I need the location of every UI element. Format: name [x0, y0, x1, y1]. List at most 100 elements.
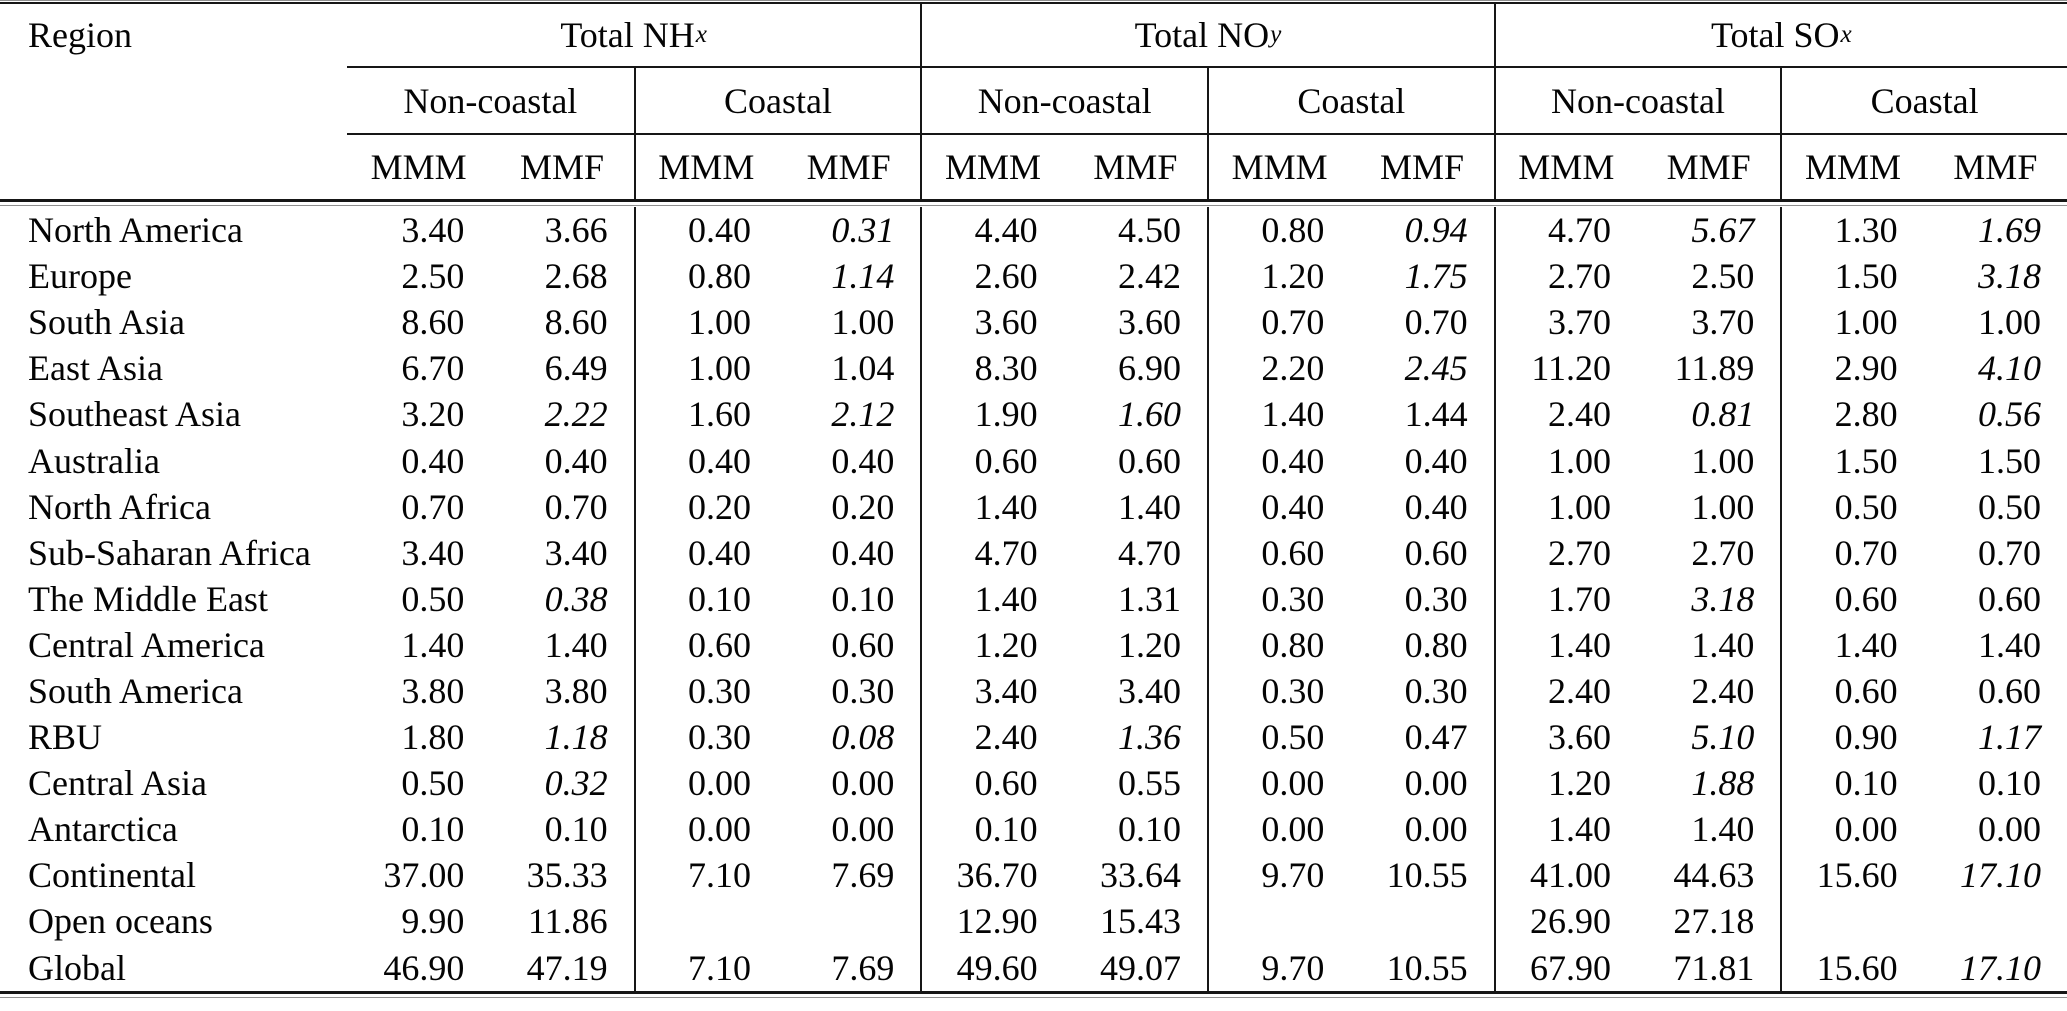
- value-cell: 3.60: [920, 299, 1063, 346]
- region-cell: North America: [28, 210, 243, 251]
- value-cell: 1.40: [1977, 624, 2041, 665]
- region-cell: East Asia: [28, 348, 163, 389]
- value-cell: 0.60: [633, 621, 777, 668]
- region-cell: Central Asia: [28, 763, 207, 804]
- group-header-noy: Total NO y: [920, 4, 1493, 66]
- value-cell: 7.10: [633, 852, 777, 899]
- value-cell: 0.00: [831, 809, 895, 850]
- value-cell: 1.40: [920, 483, 1063, 530]
- group-header-nhx: Total NH x: [347, 4, 920, 66]
- value-cell: 3.40: [920, 667, 1063, 715]
- subgroup-header-noncoastal: Non-coastal: [403, 80, 578, 121]
- measure-header-mmm: MMM: [633, 135, 777, 199]
- value-cell: 7.10: [633, 944, 777, 991]
- value-cell: 4.70: [1117, 532, 1181, 573]
- value-cell: 1.50: [1977, 440, 2041, 481]
- value-cell: 1.80: [401, 717, 465, 758]
- table-row: North Africa 0.70 0.70 0.20 0.20 1.40 1.40 0.40…: [0, 483, 2067, 530]
- region-cell: Antarctica: [28, 809, 178, 850]
- value-cell: 2.50: [1691, 256, 1755, 297]
- value-cell: 33.64: [1099, 855, 1181, 896]
- value-cell: 49.07: [1099, 947, 1181, 988]
- value-cell: 1.18: [544, 717, 608, 758]
- value-cell: 2.70: [1493, 253, 1637, 300]
- value-cell: 0.60: [1117, 440, 1181, 481]
- value-cell: 0.60: [920, 437, 1063, 484]
- value-cell: 1.20: [920, 621, 1063, 668]
- value-cell: 1.04: [831, 348, 895, 389]
- value-cell: 0.00: [633, 760, 777, 807]
- value-cell: 3.80: [401, 670, 465, 711]
- value-cell: 1.40: [1206, 391, 1350, 438]
- group-header-nhx-label: Total NH: [560, 15, 695, 55]
- value-cell: 15.43: [1099, 901, 1181, 942]
- table-row: Antarctica 0.10 0.10 0.00 0.00 0.10 0.10 0.00 0.…: [0, 806, 2067, 853]
- value-cell: 17.10: [1959, 947, 2041, 988]
- value-cell: 2.40: [1691, 670, 1755, 711]
- table-row: South Asia 8.60 8.60 1.00 1.00 3.60 3.60 0.70 0.…: [0, 299, 2067, 346]
- region-cell: Global: [28, 947, 126, 988]
- value-cell: [633, 898, 777, 945]
- value-cell: 1.30: [1780, 207, 1923, 254]
- region-cell: Open oceans: [28, 901, 213, 942]
- value-cell: 1.40: [920, 575, 1063, 622]
- value-cell: 0.10: [633, 575, 777, 622]
- value-cell: 5.10: [1691, 717, 1755, 758]
- value-cell: 1.50: [1780, 437, 1923, 484]
- value-cell: 0.20: [831, 486, 895, 527]
- value-cell: 3.40: [544, 532, 608, 573]
- table-row: Continental 37.00 35.33 7.10 7.69 36.70 33.64 9…: [0, 852, 2067, 899]
- value-cell: 1.40: [1691, 809, 1755, 850]
- value-cell: 71.81: [1673, 947, 1755, 988]
- value-cell: 2.90: [1780, 345, 1923, 392]
- value-cell: 9.70: [1206, 944, 1350, 991]
- value-cell: 1.20: [1493, 760, 1637, 807]
- measure-header-mmf: MMF: [1953, 147, 2038, 187]
- region-cell: The Middle East: [28, 578, 268, 619]
- value-cell: 0.81: [1691, 394, 1755, 435]
- region-cell: Central America: [28, 624, 265, 665]
- measure-header-mmf: MMF: [806, 147, 891, 187]
- value-cell: 0.00: [1780, 806, 1923, 853]
- table-bottom-rule: [0, 990, 2067, 999]
- table-row: Global 46.90 47.19 7.10 7.69 49.60 49.07 9.70 10…: [0, 944, 2067, 991]
- value-cell: 0.10: [544, 809, 608, 850]
- value-cell: 1.40: [1780, 621, 1923, 668]
- measure-header-mmf: MMF: [1379, 147, 1465, 187]
- value-cell: 6.90: [1117, 348, 1181, 389]
- value-cell: 0.50: [1977, 486, 2041, 527]
- subgroup-header-noncoastal: Non-coastal: [920, 68, 1207, 133]
- measure-header-mmm: MMM: [370, 147, 467, 187]
- value-cell: 0.10: [1117, 809, 1181, 850]
- region-cell: Continental: [28, 855, 196, 896]
- value-cell: 2.20: [1206, 345, 1350, 392]
- value-cell: 0.50: [1206, 714, 1350, 761]
- value-cell: 0.50: [401, 763, 465, 804]
- value-cell: 0.30: [633, 714, 777, 761]
- group-header-sox: Total SO x: [1493, 4, 2067, 66]
- region-column-header: Region: [0, 4, 347, 199]
- value-cell: 67.90: [1493, 944, 1637, 991]
- value-cell: 1.40: [1117, 486, 1181, 527]
- value-cell: 1.60: [1117, 394, 1181, 435]
- value-cell: 0.60: [1977, 670, 2041, 711]
- group-header-nhx-subscript: x: [695, 21, 707, 48]
- table-row: The Middle East 0.50 0.38 0.10 0.10 1.40 1.31 0…: [0, 575, 2067, 622]
- value-cell: 1.20: [1117, 624, 1181, 665]
- value-cell: 2.70: [1493, 529, 1637, 576]
- value-cell: 0.55: [1117, 763, 1181, 804]
- value-cell: 0.32: [544, 763, 608, 804]
- value-cell: 0.40: [1404, 440, 1468, 481]
- value-cell: 0.10: [831, 578, 895, 619]
- region-header-label: Region: [28, 15, 132, 55]
- value-cell: 11.20: [1493, 345, 1637, 392]
- value-cell: 0.30: [1206, 667, 1350, 715]
- value-cell: 36.70: [920, 852, 1063, 899]
- value-cell: 3.80: [544, 670, 608, 711]
- value-cell: 3.18: [1977, 256, 2041, 297]
- subgroup-header-coastal: Coastal: [1206, 68, 1494, 133]
- value-cell: 1.31: [1117, 578, 1181, 619]
- value-cell: 1.40: [401, 624, 465, 665]
- value-cell: 0.40: [633, 437, 777, 484]
- value-cell: 0.40: [1404, 486, 1468, 527]
